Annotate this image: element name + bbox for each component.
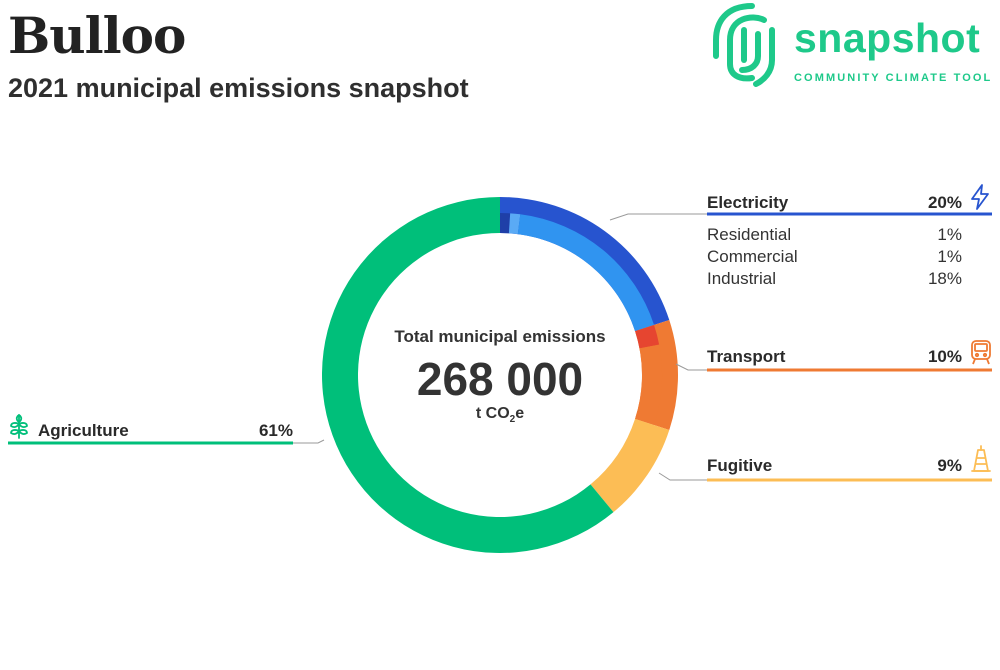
oil-rig-icon [971, 444, 991, 479]
subcategory-commercial-percent: 1% [937, 247, 962, 266]
subcategory-residential-percent: 1% [937, 225, 962, 244]
subcategory-residential-name: Residential [707, 225, 792, 244]
leader-line-agriculture [293, 439, 325, 444]
subcategory-industrial: Industrial 18% [707, 269, 962, 291]
lightning-icon [970, 184, 990, 215]
category-transport: Transport 10% [707, 347, 962, 373]
subcategory-commercial-name: Commercial [707, 247, 798, 266]
category-transport-name: Transport [707, 347, 786, 366]
logo-tagline: COMMUNITY CLIMATE TOOL [794, 72, 993, 84]
center-caption: Total municipal emissions [394, 327, 606, 346]
fingerprint-logo-icon [713, 3, 775, 87]
page-subtitle: 2021 municipal emissions snapshot [8, 73, 469, 103]
category-electricity-name: Electricity [707, 193, 789, 212]
category-agriculture-name: Agriculture [38, 421, 129, 440]
center-total-value: 268 000 [416, 353, 584, 405]
page-title: Bulloo [8, 6, 186, 65]
category-electricity: Electricity 20% [707, 193, 962, 219]
subcategory-commercial: Commercial 1% [707, 247, 962, 269]
slice-agriculture [322, 197, 614, 553]
train-icon [970, 339, 992, 370]
slice-fugitive [590, 418, 670, 513]
leader-line-transport [675, 363, 707, 371]
wheat-icon [8, 411, 30, 444]
subcategory-industrial-percent: 18% [927, 269, 962, 288]
category-fugitive-name: Fugitive [707, 456, 773, 475]
leader-line-electricity [609, 213, 707, 221]
category-fugitive: Fugitive 9% [707, 456, 962, 482]
subslice-transport-1 [635, 324, 660, 349]
logo-wordmark: snapshot [794, 15, 981, 61]
subslice-electricity-commercial [508, 213, 521, 235]
category-transport-percent: 10% [927, 347, 962, 366]
category-electricity-percent: 20% [927, 193, 962, 212]
category-agriculture-percent: 61% [258, 421, 293, 440]
subslice-electricity-residential [500, 213, 511, 234]
subcategory-industrial-name: Industrial [707, 269, 776, 288]
snapshot-logo: snapshot COMMUNITY CLIMATE TOOL [712, 0, 1000, 92]
center-unit: t CO2e [475, 405, 525, 426]
category-fugitive-percent: 9% [937, 456, 962, 475]
leader-line-fugitive [658, 472, 707, 481]
subslice-transport-2 [635, 344, 663, 426]
category-agriculture: Agriculture 61% [38, 421, 293, 447]
subcategory-residential: Residential 1% [707, 225, 962, 247]
subslice-electricity-industrial [517, 214, 655, 332]
